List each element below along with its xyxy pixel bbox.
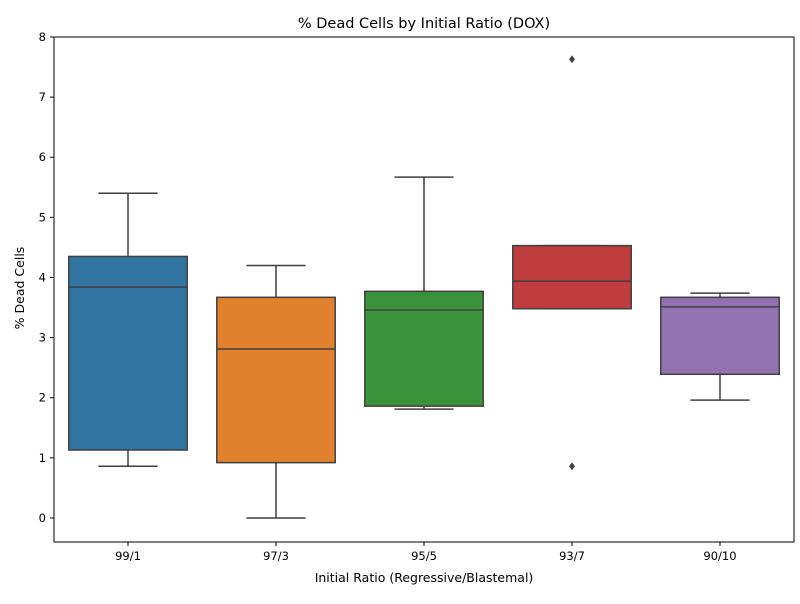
plot-area: 0 1 2 3 4 5 6 7 8 99/1 97/3 95/5 93/7 90/10 (39, 30, 795, 563)
y-tick-label: 5 (39, 210, 46, 224)
y-tick-label: 7 (39, 90, 46, 104)
box-95-5 (364, 290, 484, 407)
x-tick-label: 90/10 (703, 549, 736, 563)
x-tick-label: 93/7 (559, 549, 585, 563)
box-99-1 (68, 255, 188, 451)
chart-title: % Dead Cells by Initial Ratio (DOX) (298, 16, 550, 32)
outlier-point-93-7-1 (568, 55, 576, 64)
x-tick-label: 95/5 (411, 549, 437, 563)
y-tick-label: 1 (39, 451, 46, 465)
y-tick-label: 4 (39, 270, 46, 284)
x-axis-label: Initial Ratio (Regressive/Blastemal) (315, 570, 534, 585)
y-tick-label: 3 (39, 331, 46, 345)
y-tick-label: 2 (39, 391, 46, 405)
box-93-7 (512, 244, 632, 310)
y-axis-label: % Dead Cells (12, 247, 27, 330)
box-90-10 (660, 296, 780, 376)
y-tick-label: 6 (39, 150, 46, 164)
x-tick-label: 97/3 (263, 549, 289, 563)
x-tick-label: 99/1 (115, 549, 141, 563)
y-tick-label: 8 (39, 30, 46, 44)
outlier-point-93-7-0 (568, 462, 576, 471)
box-97-3 (216, 296, 336, 464)
y-tick-label: 0 (39, 511, 46, 525)
